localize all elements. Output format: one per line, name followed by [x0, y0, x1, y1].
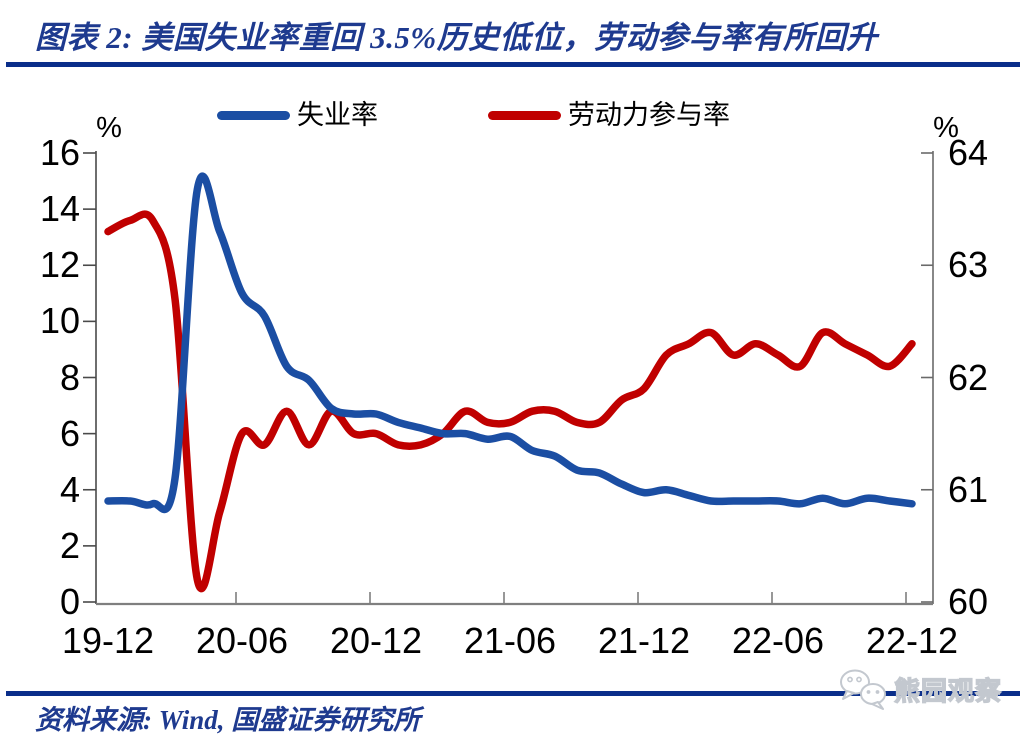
left-axis-tick-label: 12 [39, 244, 80, 286]
x-axis-tick-label: 21-12 [597, 620, 691, 661]
watermark-label: 熊园观察 [893, 676, 1003, 706]
left-axis-tick-label: 16 [39, 132, 80, 173]
right-axis-tick-label: 60 [948, 581, 989, 622]
left-axis-tick-label: 4 [59, 468, 80, 510]
source-note: 资料来源: Wind, 国盛证券研究所 [35, 705, 421, 735]
right-axis-tick-label: 61 [948, 468, 989, 510]
unemployment-legend-label: 失业率 [297, 100, 378, 130]
legend-item-unemployment: 失业率 [217, 96, 378, 134]
figure-title: 图表 2: 美国失业率重回 3.5%历史低位，劳动参与率有所回升 [35, 20, 878, 55]
participation-rate-line [104, 210, 916, 593]
unemployment-rate-line [104, 172, 916, 514]
left-axis-tick-label: 2 [59, 524, 80, 566]
x-axis-tick-label: 19-12 [61, 620, 155, 661]
x-axis-tick-label: 20-06 [195, 620, 289, 661]
wechat-icon [840, 669, 886, 710]
left-axis-tick-label: 14 [39, 188, 80, 230]
right-axis-tick-label: 62 [948, 356, 989, 398]
title-divider-line [6, 62, 1020, 67]
unemployment-line-swatch [217, 110, 290, 120]
left-axis-tick-label: 8 [59, 356, 80, 398]
x-axis-tick-label: 21-06 [463, 620, 557, 661]
left-axis-unit-label: % [96, 112, 122, 144]
x-axis-tick-label: 22-06 [731, 620, 825, 661]
participation-line-swatch [488, 110, 561, 120]
footer-divider-line [6, 691, 1020, 696]
x-axis-tick-label: 20-12 [329, 620, 423, 661]
legend-item-participation: 劳动力参与率 [488, 96, 730, 134]
x-axis-tick-label: 22-12 [865, 620, 959, 661]
right-axis-tick-label: 63 [948, 244, 989, 286]
right-axis-tick-label: 64 [948, 132, 989, 173]
left-axis-tick-label: 10 [39, 300, 80, 342]
watermark: 熊园观察 [838, 668, 1002, 710]
left-axis-tick-label: 6 [59, 412, 80, 454]
right-axis-unit-label: % [933, 112, 959, 144]
left-axis-tick-label: 0 [59, 581, 80, 622]
participation-legend-label: 劳动力参与率 [568, 100, 730, 130]
